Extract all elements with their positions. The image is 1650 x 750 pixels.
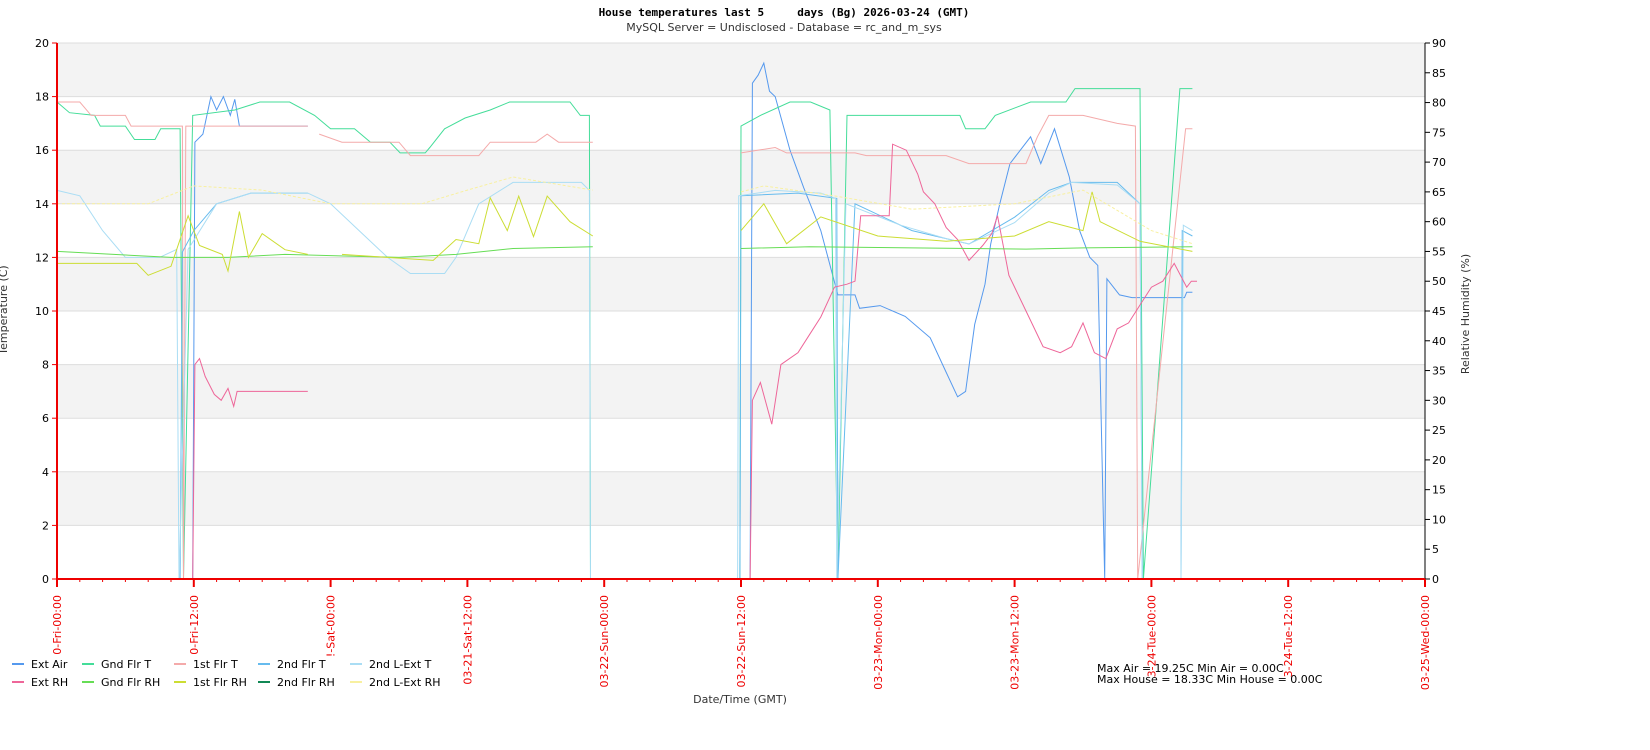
legend-label: Ext Air [31, 658, 68, 671]
legend-label: Gnd Flr RH [101, 676, 160, 689]
series-lines [56, 61, 1197, 580]
x-axis-title: Date/Time (GMT) [693, 693, 787, 706]
legend-label: 2nd Flr T [277, 658, 326, 671]
x-tick-label: 03-25-Wed-00:00 [1419, 595, 1432, 690]
legend-label: Gnd Flr T [101, 658, 151, 671]
y2-tick-label: 55 [1432, 245, 1446, 258]
series-line-2nd-l-ext-t [56, 181, 591, 580]
y2-tick-label: 80 [1432, 97, 1446, 110]
y-tick-label: 14 [35, 198, 49, 211]
x-tick-label: 03-22-Sun-00:00 [598, 595, 611, 688]
y2-tick-label: 25 [1432, 424, 1446, 437]
x-tick-label: 0-Fri-12:00 [188, 595, 201, 655]
series-line-gnd-flr-rh [56, 246, 593, 258]
y-tick-label: 8 [42, 359, 49, 372]
y-tick-label: 18 [35, 91, 49, 104]
x-tick-label: 0-Fri-00:00 [51, 595, 64, 655]
series-line-ext-rh [749, 143, 1197, 580]
legend-label: Ext RH [31, 676, 68, 689]
y2-tick-label: 50 [1432, 275, 1446, 288]
y2-tick-label: 45 [1432, 305, 1446, 318]
legend-label: 1st Flr T [193, 658, 238, 671]
series-line-1st-flr-rh [740, 191, 1193, 252]
y2-tick-label: 5 [1432, 543, 1439, 556]
series-line-1st-flr-t [740, 114, 1193, 580]
axes: 0 2 4 6 8 10 12 14 16 18 20 0 5 10 15 20 25 30 35 40 45 50 55 6… [35, 37, 1446, 690]
chart-title: House temperatures last 5 days (Bg) 2026… [599, 6, 970, 19]
y2-tick-label: 10 [1432, 513, 1446, 526]
y2-tick-label: 85 [1432, 67, 1446, 80]
series-line-1st-flr-t [57, 101, 308, 580]
y2-tick-label: 40 [1432, 335, 1446, 348]
y2-tick-label: 0 [1432, 573, 1439, 586]
x-tick-label: 3-24-Tue-00:00 [1145, 595, 1158, 677]
chart-subtitle: MySQL Server = Undisclosed - Database = … [626, 21, 942, 34]
x-tick-label: !-Sat-00:00 [325, 595, 338, 657]
y2-tick-label: 30 [1432, 394, 1446, 407]
y2-axis-title: Relative Humidity (%) [1459, 254, 1472, 374]
legend-label: 2nd L-Ext T [369, 658, 432, 671]
y2-tick-label: 15 [1432, 484, 1446, 497]
y-tick-label: 10 [35, 305, 49, 318]
band [57, 43, 1425, 97]
y2-tick-label: 35 [1432, 365, 1446, 378]
series-line-ext-rh [192, 357, 308, 580]
annotation-house: Max House = 18.33C Min House = 0.00C [1097, 673, 1323, 686]
series-line-ext-air [749, 61, 1193, 580]
series-line-gnd-flr-rh [740, 246, 1193, 250]
legend-label: 2nd L-Ext RH [369, 676, 441, 689]
series-line-ext-air [192, 94, 308, 580]
series-line-2nd-l-ext-rh [57, 176, 593, 205]
x-tick-label: 03-22-Sun-12:00 [735, 595, 748, 688]
series-line-gnd-flr-t [56, 101, 591, 580]
x-tick-label: 03-21-Sat-12:00 [461, 595, 474, 685]
y2-tick-label: 75 [1432, 126, 1446, 139]
y2-tick-label: 20 [1432, 454, 1446, 467]
band [57, 471, 1425, 526]
y2-tick-label: 60 [1432, 216, 1446, 229]
x-tick-label: 03-23-Mon-12:00 [1009, 595, 1022, 690]
y-tick-label: 12 [35, 251, 49, 264]
y-axis-title: Temperature (C) [0, 265, 10, 355]
legend-label: 2nd Flr RH [277, 676, 335, 689]
y-tick-label: 0 [42, 573, 49, 586]
series-line-1st-flr-rh [57, 211, 308, 276]
y-tick-label: 4 [42, 466, 49, 479]
y2-tick-label: 90 [1432, 37, 1446, 50]
legend-label: 1st Flr RH [193, 676, 247, 689]
series-line-1st-flr-t [319, 133, 593, 157]
y2-tick-label: 70 [1432, 156, 1446, 169]
y-tick-label: 16 [35, 144, 49, 157]
series-line-2nd-l-ext-rh [740, 185, 1193, 245]
series-line-gnd-flr-t [739, 88, 1193, 580]
y-tick-label: 20 [35, 37, 49, 50]
y2-tick-label: 65 [1432, 186, 1446, 199]
annotation-air: Max Air = 19.25C Min Air = 0.00C [1097, 662, 1284, 675]
legend: Ext Air Gnd Flr T 1st Flr T 2nd Flr T 2nd L-… [12, 658, 441, 689]
x-tick-label: 03-23-Mon-00:00 [872, 595, 885, 690]
x-tick-label: 3-24-Tue-12:00 [1282, 595, 1295, 677]
series-line-1st-flr-rh [341, 194, 594, 261]
y-tick-label: 2 [42, 519, 49, 532]
y-tick-label: 6 [42, 412, 49, 425]
